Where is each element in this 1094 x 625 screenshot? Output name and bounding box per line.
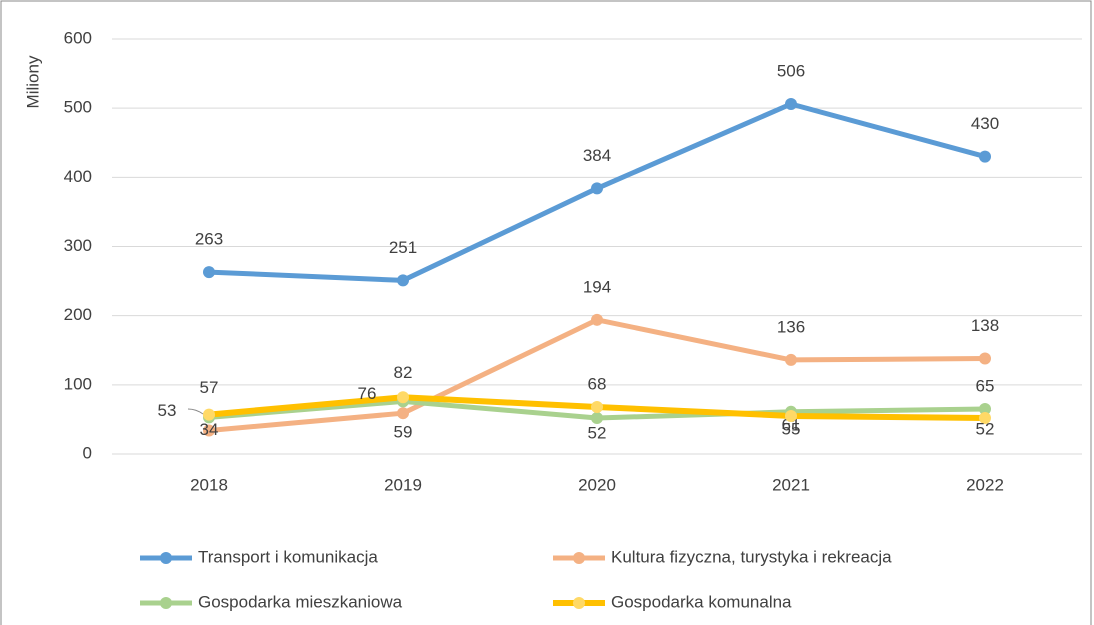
legend-marker	[573, 552, 585, 564]
point	[591, 412, 603, 425]
legend-marker	[573, 597, 585, 609]
x-tick-label: 2018	[190, 475, 228, 494]
y-tick-label: 200	[64, 305, 92, 324]
data-label: 55	[782, 419, 801, 438]
data-label: 430	[971, 114, 999, 133]
point	[591, 313, 603, 326]
point	[785, 98, 797, 111]
point	[203, 424, 215, 437]
point	[397, 391, 409, 404]
point	[591, 400, 603, 413]
point	[785, 353, 797, 366]
data-label: 34	[200, 420, 219, 439]
data-label: 263	[195, 230, 223, 249]
data-label: 53	[158, 401, 177, 420]
data-label: 52	[976, 420, 995, 439]
legend-label: Transport i komunikacja	[198, 547, 378, 566]
point	[591, 182, 603, 195]
x-tick-label: 2022	[966, 475, 1004, 494]
y-axis-title: Miliony	[23, 55, 42, 108]
y-tick-label: 100	[64, 374, 92, 393]
data-label: 52	[588, 424, 607, 443]
x-tick-label: 2019	[384, 475, 422, 494]
data-label: 194	[583, 277, 611, 296]
point	[203, 266, 215, 279]
point	[979, 150, 991, 163]
data-label: 68	[588, 374, 607, 393]
data-label: 59	[394, 423, 413, 442]
y-tick-label: 300	[64, 236, 92, 255]
y-tick-label: 400	[64, 167, 92, 186]
data-label: 251	[389, 238, 417, 257]
data-label: 136	[777, 317, 805, 336]
y-tick-label: 600	[64, 28, 92, 47]
point	[979, 403, 991, 416]
legend-label: Gospodarka komunalna	[611, 592, 792, 611]
data-label: 506	[777, 62, 805, 81]
data-label: 82	[394, 363, 413, 382]
data-label: 57	[200, 378, 219, 397]
legend-marker	[160, 597, 172, 609]
point	[397, 407, 409, 420]
data-label: 76	[358, 384, 377, 403]
point	[979, 412, 991, 425]
point	[203, 408, 215, 421]
y-tick-label: 500	[64, 98, 92, 117]
point	[979, 352, 991, 365]
point	[785, 409, 797, 422]
point	[397, 274, 409, 287]
legend-label: Gospodarka mieszkaniowa	[198, 592, 403, 611]
leader-line	[187, 408, 204, 415]
data-label: 65	[976, 377, 995, 396]
legend-label: Kultura fizyczna, turystyka i rekreacja	[611, 547, 892, 566]
y-tick-label: 0	[83, 443, 92, 462]
x-tick-label: 2020	[578, 475, 616, 494]
x-tick-label: 2021	[772, 475, 810, 494]
data-label: 138	[971, 316, 999, 335]
legend-marker	[160, 552, 172, 564]
data-label: 384	[583, 146, 611, 165]
data-label: 61	[782, 415, 801, 434]
